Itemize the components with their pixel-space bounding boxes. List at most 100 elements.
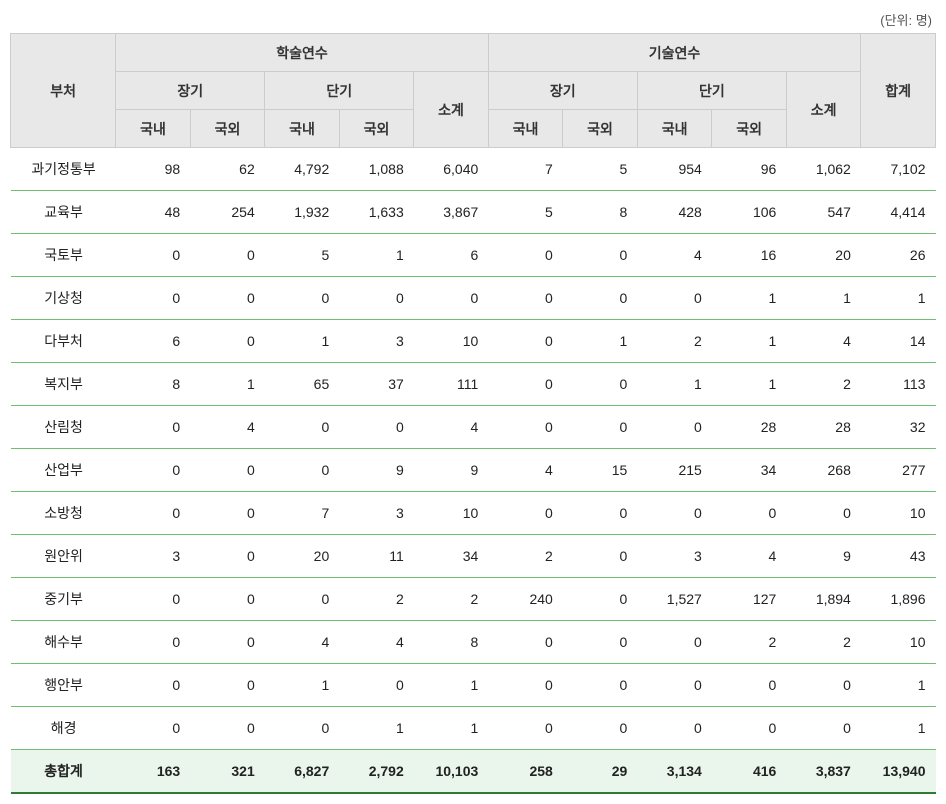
cell-value: 26 <box>861 234 936 277</box>
table-row: 복지부81653711100112113 <box>11 363 936 406</box>
cell-value: 1 <box>712 277 787 320</box>
cell-value: 0 <box>190 234 265 277</box>
cell-value: 34 <box>414 535 489 578</box>
cell-value: 254 <box>190 191 265 234</box>
cell-value: 2 <box>414 578 489 621</box>
col-subtotal-b: 소계 <box>786 72 861 148</box>
cell-value: 7,102 <box>861 148 936 191</box>
cell-value: 215 <box>637 449 712 492</box>
cell-value: 0 <box>190 578 265 621</box>
cell-value: 4 <box>637 234 712 277</box>
cell-value: 321 <box>190 750 265 793</box>
cell-value: 9 <box>786 535 861 578</box>
cell-value: 3,867 <box>414 191 489 234</box>
row-dept-label: 산림청 <box>11 406 116 449</box>
cell-value: 0 <box>712 707 787 750</box>
cell-value: 0 <box>190 277 265 320</box>
cell-value: 0 <box>414 277 489 320</box>
row-dept-label: 행안부 <box>11 664 116 707</box>
cell-value: 98 <box>116 148 191 191</box>
cell-value: 0 <box>563 664 638 707</box>
table-header: 부처 학술연수 기술연수 합계 장기 단기 소계 장기 단기 소계 국내 국외 … <box>11 34 936 148</box>
cell-value: 0 <box>488 707 563 750</box>
cell-value: 0 <box>786 492 861 535</box>
row-dept-label: 국토부 <box>11 234 116 277</box>
cell-value: 32 <box>861 406 936 449</box>
cell-value: 0 <box>637 406 712 449</box>
col-subtotal-a: 소계 <box>414 72 489 148</box>
cell-value: 1 <box>563 320 638 363</box>
cell-value: 240 <box>488 578 563 621</box>
cell-value: 0 <box>563 234 638 277</box>
cell-value: 2 <box>339 578 414 621</box>
cell-value: 0 <box>563 492 638 535</box>
col-b-s-o: 국외 <box>712 110 787 148</box>
cell-value: 6,040 <box>414 148 489 191</box>
cell-value: 20 <box>786 234 861 277</box>
cell-value: 1 <box>339 234 414 277</box>
cell-value: 113 <box>861 363 936 406</box>
cell-value: 0 <box>190 707 265 750</box>
cell-value: 10,103 <box>414 750 489 793</box>
cell-value: 1,932 <box>265 191 340 234</box>
cell-value: 4 <box>712 535 787 578</box>
cell-value: 0 <box>265 277 340 320</box>
cell-value: 954 <box>637 148 712 191</box>
col-dept: 부처 <box>11 34 116 148</box>
cell-value: 0 <box>786 707 861 750</box>
cell-value: 3 <box>339 492 414 535</box>
cell-value: 37 <box>339 363 414 406</box>
col-b-s-d: 국내 <box>637 110 712 148</box>
cell-value: 11 <box>339 535 414 578</box>
cell-value: 0 <box>488 664 563 707</box>
cell-value: 9 <box>414 449 489 492</box>
row-dept-label: 다부처 <box>11 320 116 363</box>
cell-value: 6 <box>116 320 191 363</box>
cell-value: 1,062 <box>786 148 861 191</box>
cell-value: 0 <box>339 406 414 449</box>
cell-value: 29 <box>563 750 638 793</box>
cell-value: 0 <box>116 664 191 707</box>
table-row: 행안부00101000001 <box>11 664 936 707</box>
cell-value: 258 <box>488 750 563 793</box>
cell-value: 163 <box>116 750 191 793</box>
col-long-b: 장기 <box>488 72 637 110</box>
cell-value: 428 <box>637 191 712 234</box>
table-row: 산림청04004000282832 <box>11 406 936 449</box>
row-dept-label: 중기부 <box>11 578 116 621</box>
row-dept-label: 원안위 <box>11 535 116 578</box>
cell-value: 111 <box>414 363 489 406</box>
cell-value: 0 <box>265 578 340 621</box>
cell-value: 5 <box>563 148 638 191</box>
cell-value: 3 <box>116 535 191 578</box>
cell-value: 0 <box>488 320 563 363</box>
cell-value: 1 <box>712 363 787 406</box>
cell-value: 0 <box>563 363 638 406</box>
cell-value: 1,088 <box>339 148 414 191</box>
cell-value: 0 <box>563 578 638 621</box>
cell-value: 34 <box>712 449 787 492</box>
cell-value: 0 <box>190 535 265 578</box>
cell-value: 1 <box>265 664 340 707</box>
row-dept-label: 소방청 <box>11 492 116 535</box>
cell-value: 6 <box>414 234 489 277</box>
table-row: 교육부482541,9321,6333,867584281065474,414 <box>11 191 936 234</box>
cell-value: 0 <box>563 406 638 449</box>
col-a-s-d: 국내 <box>265 110 340 148</box>
cell-value: 0 <box>116 234 191 277</box>
table-row: 과기정통부98624,7921,0886,04075954961,0627,10… <box>11 148 936 191</box>
cell-value: 1 <box>414 707 489 750</box>
cell-value: 0 <box>265 449 340 492</box>
row-dept-label: 복지부 <box>11 363 116 406</box>
cell-value: 0 <box>339 277 414 320</box>
table-row: 다부처6013100121414 <box>11 320 936 363</box>
cell-value: 0 <box>488 406 563 449</box>
cell-value: 96 <box>712 148 787 191</box>
cell-value: 1 <box>265 320 340 363</box>
cell-value: 277 <box>861 449 936 492</box>
cell-value: 2 <box>488 535 563 578</box>
cell-value: 0 <box>563 535 638 578</box>
cell-value: 0 <box>488 363 563 406</box>
cell-value: 0 <box>637 492 712 535</box>
col-a-l-d: 국내 <box>116 110 191 148</box>
